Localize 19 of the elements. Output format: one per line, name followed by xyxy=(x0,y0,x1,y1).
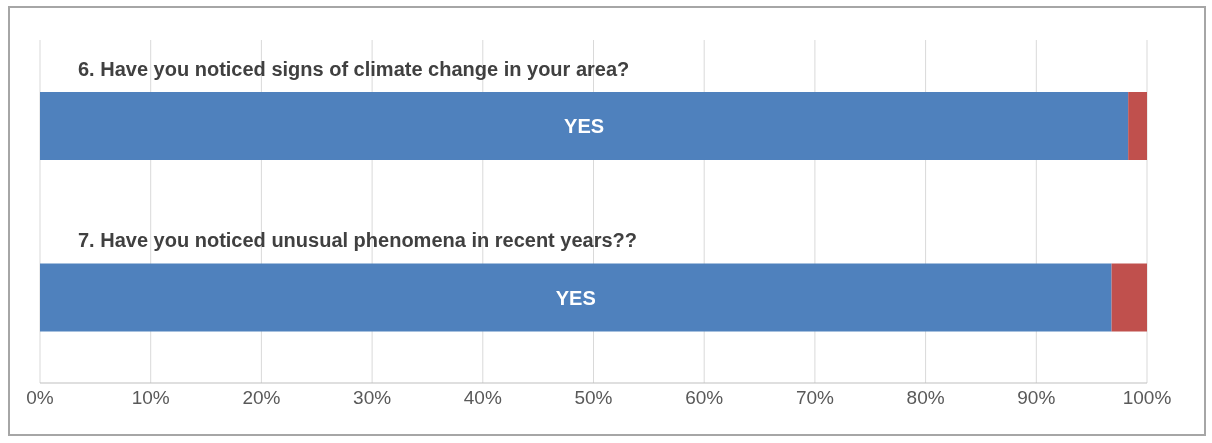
bar xyxy=(40,92,1129,160)
x-tick-label: 60% xyxy=(685,387,724,409)
bar xyxy=(1111,263,1147,332)
x-tick-label: 100% xyxy=(1122,387,1172,409)
series-label: YES xyxy=(564,115,605,137)
x-tick-label: 50% xyxy=(574,387,613,409)
x-tick-label: 30% xyxy=(353,387,392,409)
text: YES xyxy=(555,286,596,309)
x-tick-label: 70% xyxy=(795,387,835,409)
bar xyxy=(1128,92,1147,160)
x-tick-label: 80% xyxy=(906,387,945,409)
y-tick-label: 6. Have you noticed signs of climate change in your area? xyxy=(78,57,630,80)
x-tick-label: 10% xyxy=(131,387,170,409)
y-tick-label: 7. Have you noticed unusual phenomena in recent years?? xyxy=(78,229,638,252)
x-tick-label: 90% xyxy=(1017,387,1056,409)
bar xyxy=(40,263,1112,332)
x-tick-label: 0% xyxy=(26,387,54,409)
x-tick-label: 40% xyxy=(463,387,502,409)
x-tick-label: 20% xyxy=(242,387,281,409)
